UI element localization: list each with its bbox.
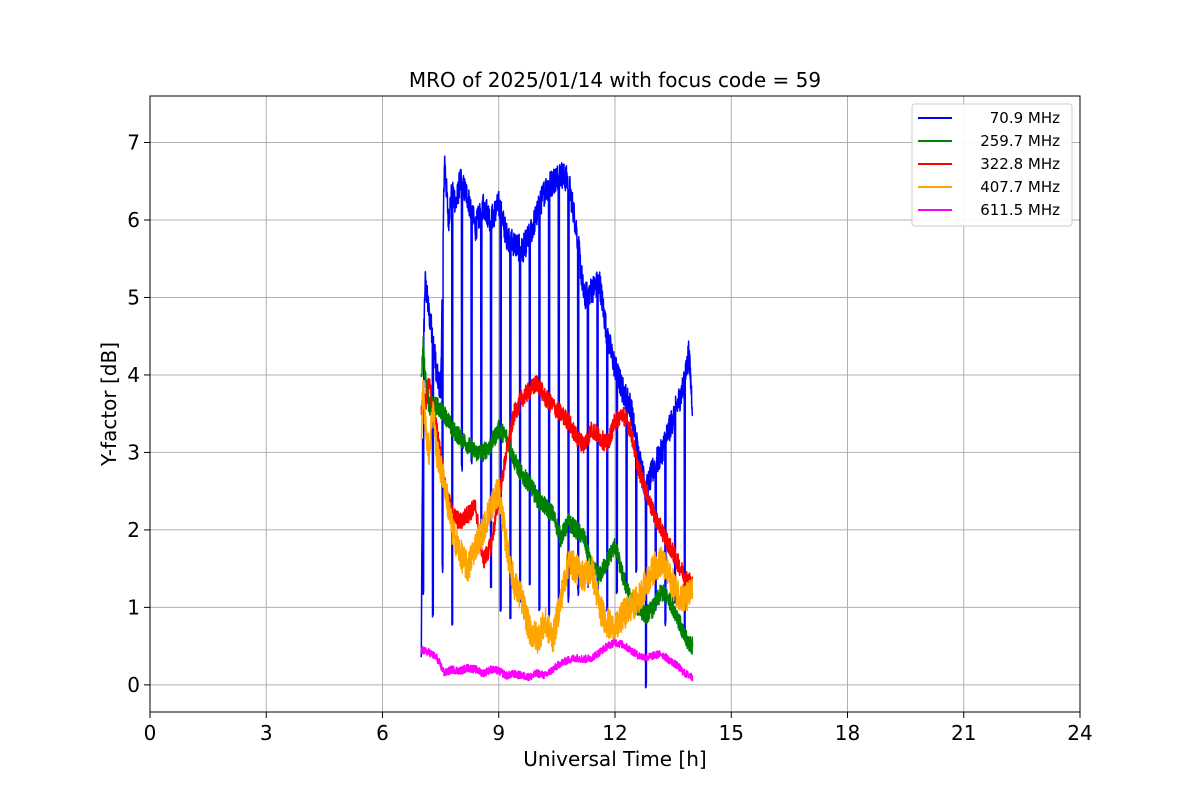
x-tick-label: 18 <box>835 721 860 745</box>
legend-box <box>911 103 1073 227</box>
legend-label: 70.9 MHz <box>990 109 1060 127</box>
legend-label: 322.8 MHz <box>980 155 1060 173</box>
legend-label: 407.7 MHz <box>980 178 1060 196</box>
series-line <box>420 638 694 682</box>
x-axis-label: Universal Time [h] <box>523 747 706 771</box>
x-tick-label: 0 <box>144 721 157 745</box>
y-tick-label: 7 <box>127 130 140 154</box>
series-line <box>420 155 694 689</box>
x-tick-label: 6 <box>376 721 389 745</box>
series-line <box>420 375 694 590</box>
y-tick-label: 1 <box>127 595 140 619</box>
x-tick-label: 21 <box>951 721 976 745</box>
x-tick-label: 3 <box>260 721 273 745</box>
legend-label: 259.7 MHz <box>980 132 1060 150</box>
legend-label: 611.5 MHz <box>980 201 1060 219</box>
x-tick-label: 24 <box>1067 721 1092 745</box>
x-tick-label: 9 <box>492 721 505 745</box>
y-tick-label: 2 <box>127 518 140 542</box>
x-tick-label: 15 <box>719 721 744 745</box>
series-line <box>420 379 694 654</box>
y-tick-label: 3 <box>127 440 140 464</box>
y-tick-label: 6 <box>127 208 140 232</box>
x-tick-label: 12 <box>602 721 627 745</box>
y-tick-label: 0 <box>127 673 140 697</box>
y-tick-label: 4 <box>127 363 140 387</box>
legend: 70.9 MHz 259.7 MHz 322.8 MHz 407.7 MHz 611.5… <box>911 103 1073 227</box>
series-layer <box>420 155 694 689</box>
y-tick-label: 5 <box>127 285 140 309</box>
series-line <box>420 336 694 655</box>
y-axis-label: Y-factor [dB] <box>97 342 121 467</box>
chart-title: MRO of 2025/01/14 with focus code = 59 <box>409 68 821 92</box>
